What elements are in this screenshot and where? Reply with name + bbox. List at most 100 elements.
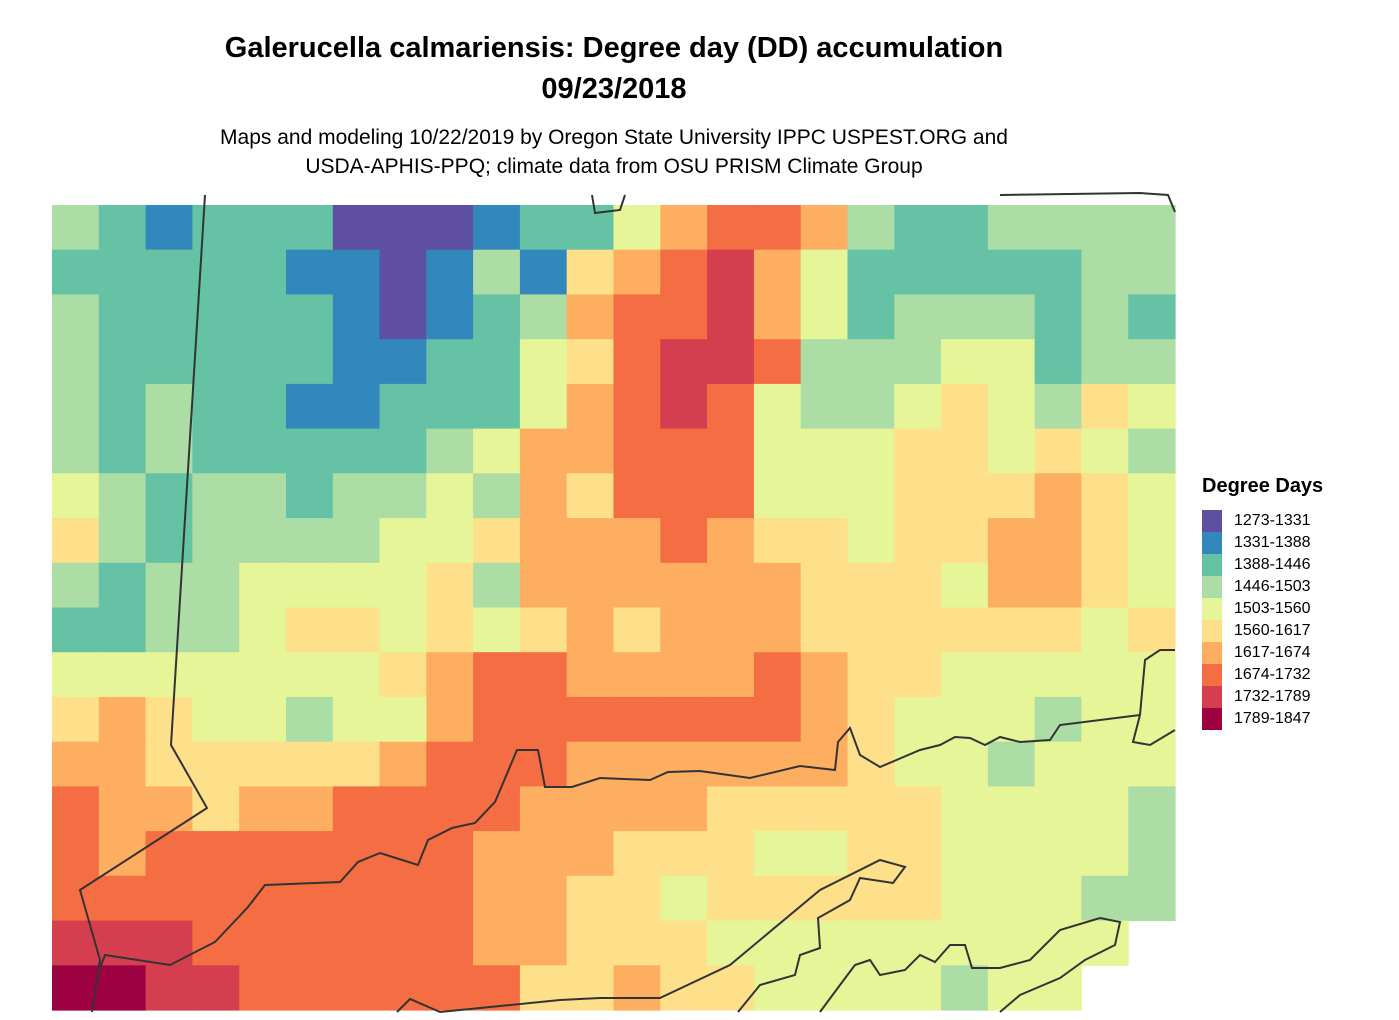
raster-cell [286,831,334,877]
raster-cell [1128,249,1176,295]
raster-cell [239,965,287,1011]
raster-cell [52,965,100,1011]
raster-cell [1081,383,1129,430]
raster-cell [473,920,521,966]
raster-cell [145,607,193,653]
raster-cell [1081,786,1129,832]
raster-cell [753,249,802,295]
raster-cell [987,518,1036,564]
raster-cell [613,831,661,877]
raster-cell [145,875,193,922]
raster-cell [239,518,287,564]
raster-cell [660,294,708,340]
raster-cell [707,786,755,832]
raster-cell [426,249,474,295]
raster-cell [1081,205,1129,251]
legend-item: 1388-1446 [1202,554,1323,576]
raster-cell [473,696,521,743]
raster-cell [473,652,521,698]
raster-cell [941,383,989,430]
raster-cell [332,562,381,609]
raster-cell [707,428,755,474]
raster-cell [286,249,334,295]
legend-item: 1732-1789 [1202,686,1323,708]
raster-cell [987,741,1036,787]
legend-item: 1617-1674 [1202,642,1323,664]
raster-cell [52,339,100,385]
raster-cell [660,473,708,519]
boundary-line [78,194,209,1013]
raster-cell [52,428,100,474]
raster-cell [192,786,240,832]
legend-swatch [1202,598,1222,620]
raster-cell [660,741,708,787]
raster-cell [379,562,427,609]
raster-cell [894,249,942,295]
raster-cell [1034,249,1082,295]
raster-cell [473,518,521,564]
raster-cell [239,249,287,295]
raster-cell [1081,473,1129,519]
raster-cell [519,428,568,474]
raster-cell [660,205,708,251]
raster-cell [145,249,193,295]
raster-cell [941,965,989,1011]
raster-cell [847,875,895,922]
raster-cell [519,607,568,653]
legend-swatch [1202,532,1222,554]
raster-cell [613,339,661,385]
raster-cell [566,652,615,698]
raster-cell [145,696,193,743]
raster-cell [145,383,193,430]
raster-cell [753,518,802,564]
raster-cell [941,831,989,877]
raster-cell [98,875,147,922]
raster-cell [894,473,942,519]
legend: Degree Days 1273-1331 1331-1388 1388-1446 1… [1202,475,1323,730]
raster-cell [379,831,427,877]
raster-cell [987,562,1036,609]
raster-cell [800,696,849,743]
raster-cell [847,831,895,877]
raster-cell [519,562,568,609]
raster-cell [239,652,287,698]
raster-cell [145,965,193,1011]
raster-cell [613,607,661,653]
raster-cell [1128,294,1176,340]
raster-cell [987,383,1036,430]
raster-cell [332,920,381,966]
raster-cell [145,741,193,787]
raster-cell [753,339,802,385]
raster-cell [566,696,615,743]
raster-cell [332,875,381,922]
legend-label: 1503-1560 [1234,600,1311,617]
raster-cell [1081,875,1129,922]
raster-cell [52,607,100,653]
raster-cell [613,562,661,609]
raster-cell [987,607,1036,653]
raster-cell [332,473,381,519]
raster-cell [426,831,474,877]
raster-cell [847,607,895,653]
raster-cell [332,428,381,474]
raster-cell [941,607,989,653]
raster-cell [894,920,942,966]
raster-cell [1034,518,1082,564]
raster-cell [941,786,989,832]
raster-cell [1081,831,1129,877]
raster-cell [941,205,989,251]
raster-cell [1081,294,1129,340]
raster-cell [473,562,521,609]
raster-cell [286,607,334,653]
raster-cell [286,696,334,743]
raster-cell [286,294,334,340]
raster-cell [145,786,193,832]
raster-cell [286,518,334,564]
raster-cell [987,249,1036,295]
raster-cell [660,786,708,832]
raster-cell [426,205,474,251]
raster-cell [1081,607,1129,653]
raster-cell [941,875,989,922]
raster-cell [753,920,802,966]
